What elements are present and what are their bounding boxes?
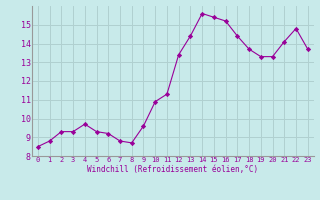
X-axis label: Windchill (Refroidissement éolien,°C): Windchill (Refroidissement éolien,°C) [87, 165, 258, 174]
